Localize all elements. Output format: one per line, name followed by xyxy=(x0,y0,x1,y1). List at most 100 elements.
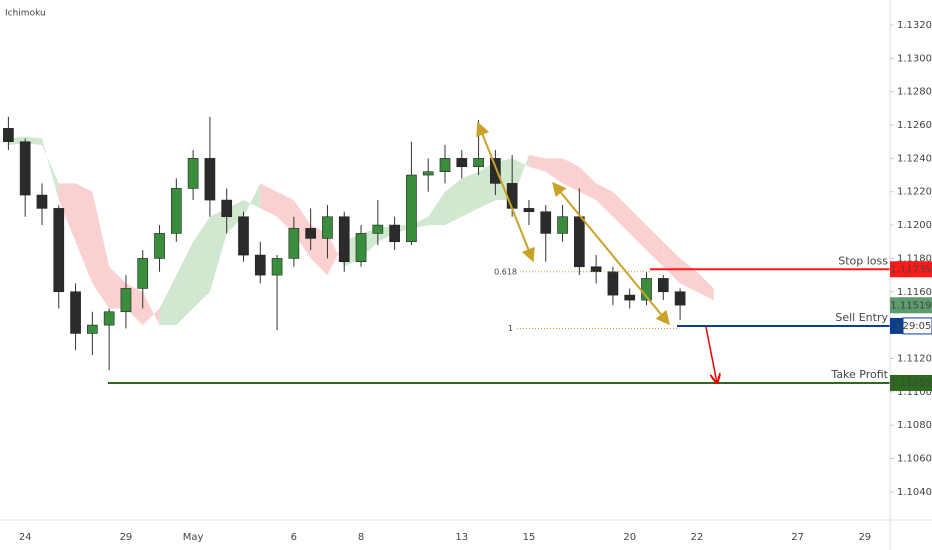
candle-body xyxy=(53,208,65,293)
y-tick-label: 1.11200 xyxy=(897,353,932,364)
cloud-segment xyxy=(680,258,697,292)
y-tick-label: 1.10400 xyxy=(897,487,932,498)
candle-body xyxy=(154,233,165,259)
candle-body xyxy=(103,311,115,326)
y-tick-label: 1.10800 xyxy=(897,420,932,431)
candle-body xyxy=(389,224,400,243)
ichimoku-cloud xyxy=(8,136,714,326)
candle-body xyxy=(607,271,619,296)
candle-body xyxy=(187,158,199,189)
x-tick-label: 29 xyxy=(120,532,133,543)
y-tick-label: 1.12200 xyxy=(897,187,932,198)
level-name: Sell Entry xyxy=(835,311,888,324)
y-tick-label: 1.12600 xyxy=(897,120,932,131)
candle-body xyxy=(120,288,132,313)
candle-body xyxy=(574,216,585,268)
cloud-segment xyxy=(277,191,294,234)
cloud-segment xyxy=(696,271,714,301)
target-arrow xyxy=(705,326,717,383)
candle-body xyxy=(523,208,535,213)
y-tick-label: 1.11000 xyxy=(897,387,932,398)
y-tick-label: 1.13200 xyxy=(897,20,932,31)
candle-body xyxy=(540,211,552,234)
cloud-segment xyxy=(159,275,177,326)
candle-body xyxy=(288,228,300,259)
x-tick-label: 20 xyxy=(623,532,636,543)
price-badge-label: 1.11735 xyxy=(890,264,931,275)
y-tick-label: 1.12400 xyxy=(897,153,932,164)
cloud-segment xyxy=(260,183,278,217)
candle-body xyxy=(372,224,384,234)
y-tick-label: 1.12800 xyxy=(897,87,932,98)
x-tick-label: 6 xyxy=(291,532,297,543)
x-tick-label: 29 xyxy=(858,532,871,543)
candle-body xyxy=(271,258,283,276)
candle-body xyxy=(657,278,669,293)
price-badge-label: 1.11053 xyxy=(890,378,931,389)
price-badge xyxy=(890,261,932,278)
x-tick-label: 15 xyxy=(523,532,536,543)
candle-body xyxy=(506,183,518,209)
candle-body xyxy=(238,216,249,256)
cloud-segment xyxy=(209,208,227,292)
x-tick-label: May xyxy=(183,532,204,543)
candle-body xyxy=(70,291,81,334)
candle-body xyxy=(221,199,233,218)
cloud-segment xyxy=(445,178,462,226)
axes: 1.104001.106001.108001.110001.112001.114… xyxy=(19,20,932,543)
candle-body xyxy=(338,216,350,263)
candle-body xyxy=(473,158,484,168)
candle-body xyxy=(406,174,417,243)
candle-body xyxy=(590,266,602,273)
level-name: Stop loss xyxy=(838,254,888,267)
candle-body xyxy=(322,216,333,239)
y-tick-label: 1.11800 xyxy=(897,253,932,264)
cloud-segment xyxy=(428,191,445,226)
candle-body xyxy=(490,158,501,184)
overlay: 0.618 1 Stop loss Sell Entry Take Profit xyxy=(108,254,932,384)
candle-body xyxy=(624,294,636,301)
x-tick-label: 13 xyxy=(455,532,468,543)
price-badge-label: 1 xyxy=(895,321,901,332)
y-tick-label: 1.12000 xyxy=(897,220,932,231)
current-price-badge xyxy=(890,297,932,314)
countdown: 29:05 xyxy=(903,321,932,332)
cloud-segment xyxy=(545,158,563,184)
cloud-segment xyxy=(142,291,160,326)
candle-body xyxy=(557,216,568,234)
cloud-segment xyxy=(461,171,479,217)
candle-body xyxy=(87,324,98,334)
cloud-segment xyxy=(193,216,210,309)
candle-body xyxy=(19,141,31,196)
wave-arrow xyxy=(552,181,670,326)
x-tick-label: 27 xyxy=(791,532,804,543)
candle-body xyxy=(305,228,316,239)
current-price-label: 1.11519 xyxy=(890,300,931,311)
x-tick-label: 8 xyxy=(358,532,364,543)
cloud-segment xyxy=(58,183,76,242)
badges: 1.11735 1 29:05 1.11053 1.11519 xyxy=(890,261,932,391)
candle-body xyxy=(204,158,216,201)
candle-body xyxy=(456,158,468,168)
candle-body xyxy=(36,194,48,209)
x-tick-label: 22 xyxy=(691,532,704,543)
cloud-segment xyxy=(327,233,345,276)
candle-body xyxy=(137,258,149,289)
y-tick-label: 1.13000 xyxy=(897,53,932,64)
price-badge xyxy=(890,374,932,391)
countdown-box xyxy=(902,317,932,335)
candle-body xyxy=(355,233,367,263)
candle-body xyxy=(3,128,14,143)
wave-arrow xyxy=(476,121,535,263)
candle-body xyxy=(674,291,686,306)
x-tick-label: 24 xyxy=(19,532,32,543)
cloud-segment xyxy=(75,183,93,284)
candle-body xyxy=(422,171,434,176)
level-name: Take Profit xyxy=(830,368,888,381)
cloud-segment xyxy=(176,241,194,326)
candle-body xyxy=(439,158,451,173)
indicator-label: Ichimoku xyxy=(5,9,46,19)
fib-level-label: 0.618 xyxy=(494,267,517,276)
